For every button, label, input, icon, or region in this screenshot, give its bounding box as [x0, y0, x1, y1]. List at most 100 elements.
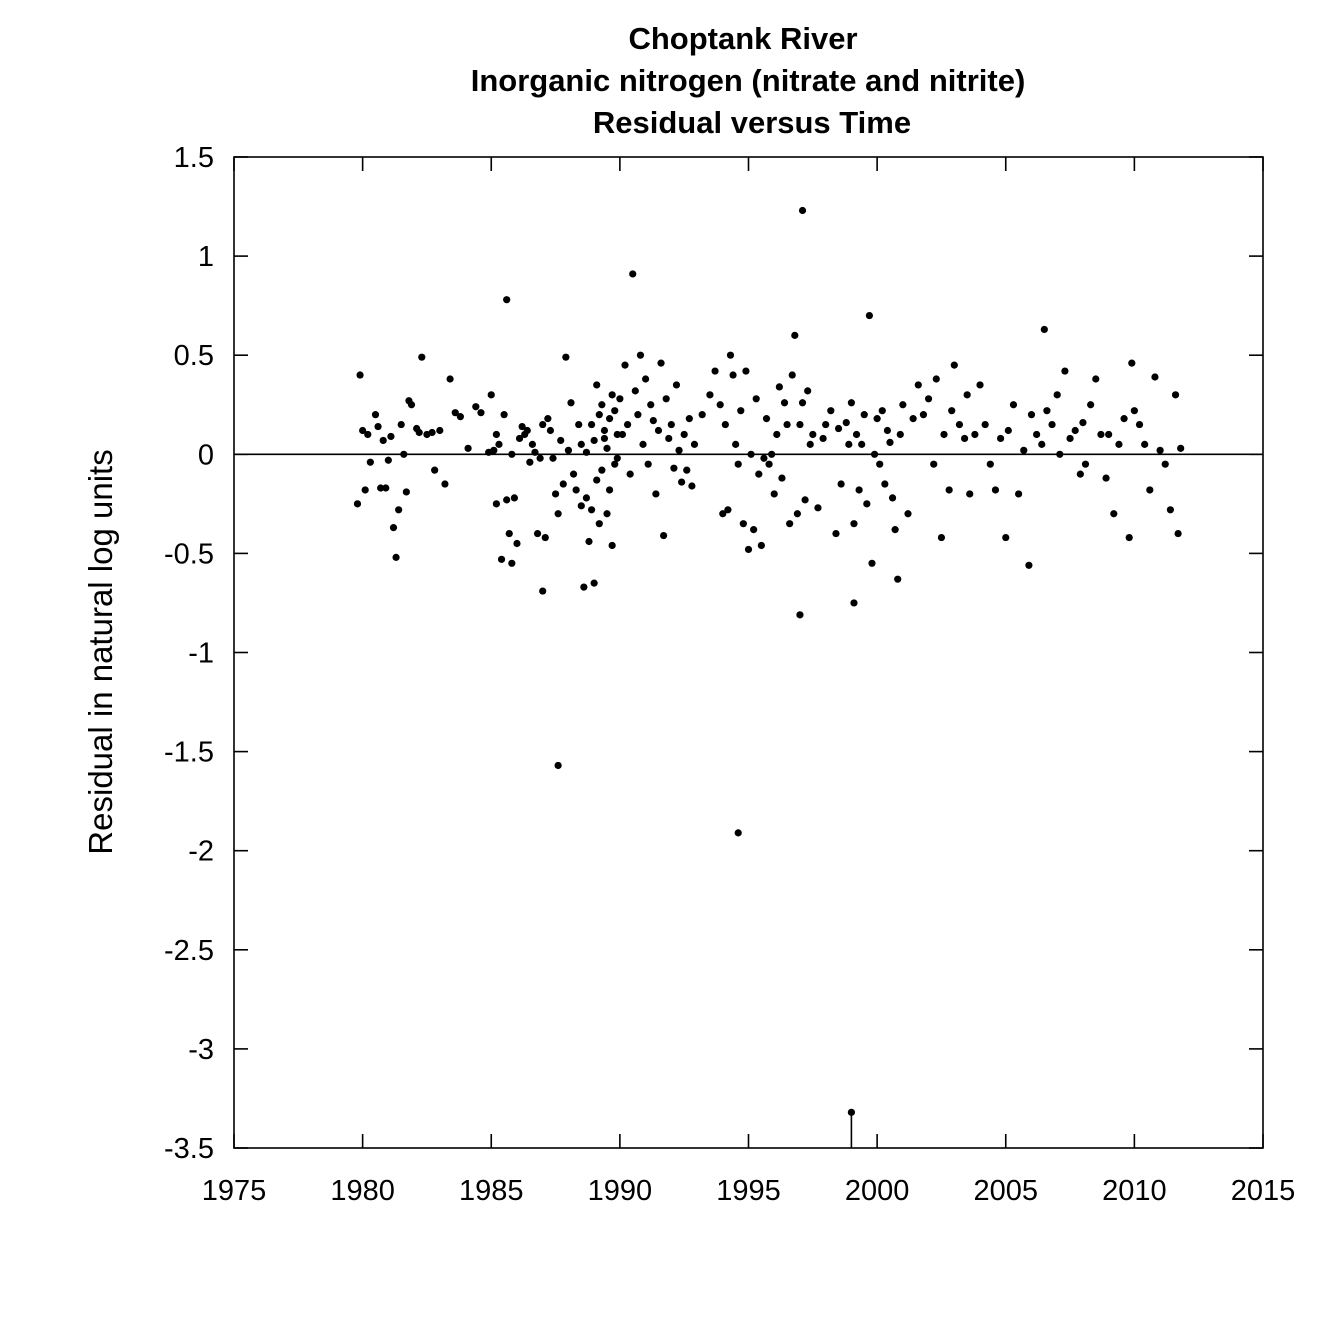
data-point: [487, 391, 495, 399]
data-point: [600, 426, 609, 435]
chart-title-line-2: Inorganic nitrogen (nitrate and nitrite): [471, 63, 1026, 98]
data-point: [539, 420, 547, 429]
data-point: [827, 407, 835, 415]
data-point: [631, 387, 639, 395]
data-point: [883, 426, 892, 435]
data-point: [1048, 420, 1056, 429]
data-point: [533, 529, 542, 538]
data-point: [1102, 474, 1110, 482]
data-point: [899, 401, 907, 409]
data-point: [636, 351, 645, 359]
data-point: [384, 456, 392, 464]
data-point: [971, 430, 979, 439]
data-point: [786, 520, 794, 528]
data-point: [510, 494, 519, 502]
data-point: [1061, 367, 1069, 375]
data-point: [562, 353, 570, 361]
data-point: [688, 482, 696, 490]
data-point: [567, 399, 575, 407]
data-point: [948, 407, 956, 415]
data-point: [778, 474, 786, 482]
data-point: [436, 426, 444, 435]
data-point: [492, 430, 500, 439]
data-point: [528, 440, 537, 448]
data-point: [377, 484, 385, 492]
data-point: [711, 367, 719, 375]
x-tick-label: 1995: [716, 1175, 781, 1207]
data-point: [364, 430, 372, 439]
data-point: [595, 520, 603, 528]
data-point: [1066, 434, 1074, 443]
data-point: [675, 446, 683, 454]
data-point: [940, 430, 948, 439]
data-point: [580, 583, 588, 591]
data-point: [402, 488, 410, 496]
data-point: [644, 460, 652, 468]
data-point: [623, 420, 632, 429]
data-point: [667, 420, 675, 429]
data-point: [721, 420, 729, 429]
data-point: [1079, 418, 1087, 427]
data-point: [881, 480, 889, 488]
data-point: [361, 486, 369, 494]
data-point: [605, 415, 614, 423]
data-point: [739, 520, 747, 528]
data-point: [860, 411, 868, 419]
data-point: [832, 529, 840, 538]
plot-frame: [233, 156, 1264, 1149]
data-point: [734, 460, 742, 468]
data-point: [919, 411, 928, 419]
data-point: [379, 436, 387, 445]
x-tick-label: 1975: [202, 1175, 267, 1207]
data-point: [775, 383, 783, 391]
data-point: [850, 520, 858, 528]
data-point: [531, 448, 539, 456]
data-point: [446, 375, 454, 383]
data-point: [904, 510, 912, 518]
data-point: [1151, 373, 1159, 381]
data-point: [888, 494, 897, 502]
data-point: [1120, 415, 1128, 423]
data-point: [652, 490, 660, 498]
data-point: [1097, 430, 1105, 439]
data-point: [585, 537, 593, 546]
data-point: [878, 407, 886, 415]
data-point: [683, 466, 691, 474]
data-point: [605, 486, 614, 494]
data-point: [814, 504, 822, 512]
data-point: [765, 460, 773, 468]
data-point: [809, 430, 817, 439]
data-point: [1015, 490, 1023, 498]
data-point: [428, 428, 436, 437]
data-point: [1092, 375, 1100, 383]
data-point: [909, 415, 917, 423]
data-point: [1135, 420, 1144, 429]
data-point: [582, 448, 591, 456]
data-point: [845, 440, 853, 448]
data-point: [991, 486, 1000, 494]
data-point: [647, 401, 655, 409]
data-point: [930, 460, 938, 468]
data-point: [618, 430, 627, 439]
data-point: [505, 529, 513, 538]
data-point: [523, 426, 531, 435]
data-point: [359, 426, 367, 435]
data-point: [1128, 359, 1136, 367]
data-point: [603, 510, 611, 518]
data-point: [611, 460, 619, 468]
data-point: [595, 411, 603, 419]
data-point: [706, 391, 714, 399]
data-point: [536, 454, 544, 462]
data-point: [392, 553, 400, 561]
data-point: [1053, 391, 1061, 399]
data-point: [755, 470, 763, 478]
data-point: [1146, 486, 1154, 494]
data-point: [557, 436, 565, 445]
data-point: [577, 502, 585, 510]
data-point: [356, 371, 364, 379]
data-point: [593, 381, 601, 389]
y-tick-label: 1.5: [174, 142, 214, 174]
data-point: [572, 486, 580, 494]
data-point: [997, 434, 1005, 443]
data-point: [762, 415, 771, 423]
